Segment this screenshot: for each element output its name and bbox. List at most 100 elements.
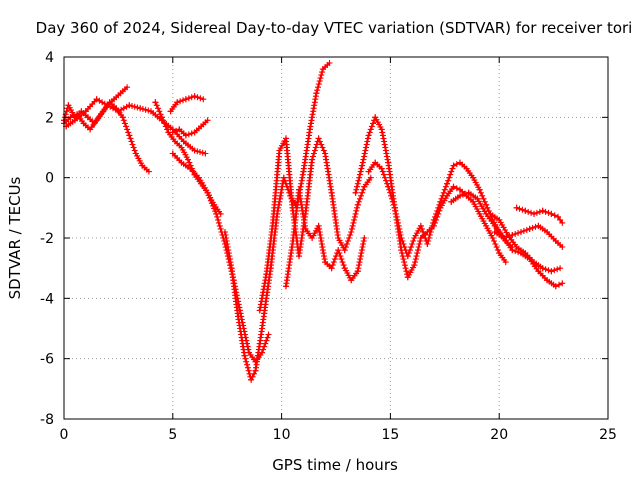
data-point <box>80 120 87 127</box>
data-point <box>444 192 450 199</box>
data-point <box>169 150 176 157</box>
y-tick-label: -2 <box>40 231 54 247</box>
data-point <box>174 99 181 106</box>
data-point <box>195 174 202 181</box>
data-point <box>437 204 444 211</box>
series-group <box>169 150 272 365</box>
series-group <box>222 60 333 383</box>
data-point <box>391 204 398 211</box>
data-point <box>496 216 503 223</box>
data-point <box>378 165 385 172</box>
data-point <box>176 126 183 133</box>
data-point <box>235 313 242 320</box>
data-point <box>228 265 235 272</box>
data-point <box>504 232 511 238</box>
data-point <box>222 229 228 235</box>
y-tick-label: -4 <box>40 291 54 307</box>
data-point <box>457 186 463 193</box>
series-group <box>61 84 131 127</box>
y-tick-label: 4 <box>45 50 54 66</box>
data-point <box>124 84 131 91</box>
data-point <box>204 189 211 196</box>
x-tick-label: 20 <box>490 427 508 443</box>
data-point <box>202 150 209 157</box>
data-point <box>531 210 537 217</box>
data-point <box>465 189 472 196</box>
data-point <box>509 247 516 254</box>
series-markers <box>352 114 514 260</box>
data-point <box>256 340 263 347</box>
data-point <box>489 235 496 241</box>
data-point <box>365 132 372 139</box>
x-tick-label: 15 <box>381 427 399 443</box>
data-point <box>365 168 372 175</box>
data-point <box>348 277 355 284</box>
data-point <box>335 235 342 241</box>
data-point <box>158 114 165 121</box>
data-point <box>178 159 185 166</box>
data-point <box>367 174 374 181</box>
data-point <box>82 108 89 115</box>
data-point <box>315 135 322 142</box>
y-axis-label: SDTVAR / TECUs <box>6 176 24 299</box>
data-point <box>137 105 144 112</box>
data-point <box>555 213 561 220</box>
data-point <box>296 253 302 260</box>
data-point <box>457 159 463 166</box>
data-point <box>341 265 348 272</box>
data-point <box>265 331 272 338</box>
data-point <box>457 192 463 199</box>
data-point <box>300 168 307 175</box>
data-point <box>283 283 289 290</box>
data-point <box>522 250 529 257</box>
y-tick-label: -8 <box>40 412 54 428</box>
data-point <box>430 222 437 229</box>
data-point <box>539 207 546 214</box>
series-markers <box>169 150 271 365</box>
data-point <box>385 183 392 190</box>
data-point <box>289 241 296 247</box>
data-point <box>552 238 559 244</box>
data-point <box>487 210 494 217</box>
data-point <box>248 376 255 383</box>
data-point <box>263 271 270 278</box>
data-point <box>341 247 348 254</box>
series-group <box>487 210 564 275</box>
data-point <box>535 222 542 229</box>
data-point <box>417 235 424 241</box>
data-point <box>93 96 100 103</box>
data-point <box>117 90 124 97</box>
data-point <box>87 126 94 133</box>
data-point <box>200 96 207 103</box>
data-point <box>65 102 72 109</box>
data-point <box>348 229 355 235</box>
y-tick-label: -6 <box>40 352 54 368</box>
data-point <box>213 210 220 217</box>
data-point <box>502 259 509 266</box>
x-axis-label: GPS time / hours <box>272 456 398 474</box>
data-point <box>280 174 287 181</box>
data-point <box>354 201 361 208</box>
data-point <box>296 186 302 193</box>
data-point <box>535 268 542 275</box>
data-point <box>500 235 507 241</box>
data-point <box>172 138 178 145</box>
data-point <box>470 174 477 181</box>
series-group <box>61 99 152 175</box>
data-point <box>513 204 520 211</box>
data-point <box>424 241 431 247</box>
data-point <box>256 307 263 314</box>
data-point <box>182 132 189 139</box>
data-point <box>104 102 111 109</box>
data-point <box>559 280 566 287</box>
data-point <box>352 189 359 196</box>
data-point <box>544 277 551 284</box>
data-point <box>417 222 424 229</box>
x-tick-label: 0 <box>60 427 69 443</box>
series-group <box>167 93 207 115</box>
data-point <box>448 198 455 205</box>
data-point <box>309 235 316 241</box>
data-point <box>378 126 385 133</box>
data-point <box>437 198 444 205</box>
